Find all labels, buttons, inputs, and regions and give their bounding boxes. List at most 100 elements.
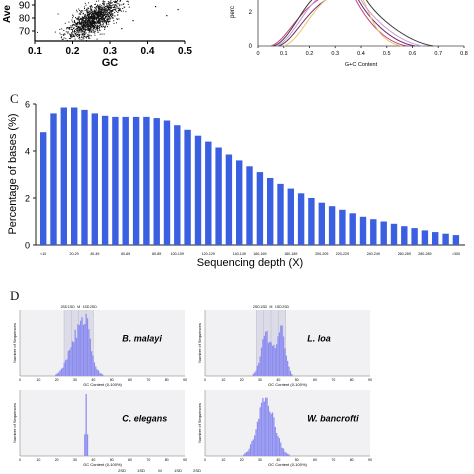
scatter-point [111, 5, 113, 7]
scatter-point [113, 9, 115, 11]
scatter-point [78, 35, 80, 36]
scatter-point [84, 27, 86, 29]
scatter-point [87, 16, 89, 18]
scatter-point [73, 35, 75, 37]
scatter-point [98, 5, 100, 7]
scatter-point [79, 18, 81, 20]
scatter-point [121, 28, 123, 30]
histogram-bar [262, 339, 264, 376]
scatter-point [85, 19, 87, 21]
y-tick-label: 2 [249, 10, 253, 16]
scatter-point [98, 13, 100, 15]
scatter-point [114, 12, 116, 13]
scatter-point [89, 16, 91, 18]
scatter-point [86, 35, 88, 37]
scatter-point [73, 22, 75, 24]
scatter-point [103, 4, 105, 6]
scatter-point [94, 17, 96, 19]
y-axis-label: perc [230, 6, 236, 18]
scatter-point [75, 22, 77, 24]
scatter-point [99, 6, 101, 8]
scatter-point [90, 5, 92, 6]
scatter-point [94, 14, 96, 16]
scatter-point [106, 24, 108, 26]
scatter-point [91, 29, 93, 31]
histogram-bar [277, 436, 279, 456]
scatter-point [96, 28, 98, 30]
scatter-point [67, 31, 69, 33]
scatter-point [85, 21, 87, 23]
scatter-point [68, 26, 70, 28]
scatter-point [93, 14, 95, 16]
scatter-point [95, 6, 97, 7]
scatter-point [109, 5, 111, 7]
histogram-bar [56, 373, 58, 376]
scatter-point [108, 6, 110, 8]
scatter-point [75, 25, 77, 27]
scatter-point [90, 15, 92, 17]
scatter-point [106, 14, 108, 16]
x-tick-label: 80 [165, 378, 169, 382]
scatter-point [88, 10, 90, 12]
scatter-point [110, 13, 112, 15]
scatter-point [65, 38, 67, 40]
scatter-point [91, 19, 93, 21]
scatter-point [91, 26, 93, 28]
density-chart: 2 0 perc 0 0.1 0.2 0.3 0.4 0.5 0.6 0.7 0.8 G+C Conte… [230, 0, 468, 68]
x-tick-label: 120-129 [202, 252, 215, 256]
scatter-point [70, 35, 72, 37]
scatter-point [96, 26, 98, 28]
scatter-point [74, 24, 76, 26]
scatter-point [92, 16, 94, 18]
x-tick-label: 80 [350, 458, 354, 462]
scatter-point [83, 35, 85, 37]
scatter-point [114, 6, 116, 8]
scatter-point [85, 19, 87, 20]
scatter-point [90, 6, 92, 8]
scatter-point [90, 19, 92, 21]
scatter-point [79, 24, 81, 26]
x-axis-label: Sequencing depth (X) [197, 257, 303, 269]
x-tick-label: 50 [295, 378, 299, 382]
scatter-point [110, 0, 112, 2]
scatter-point [111, 9, 113, 11]
scatter-point [104, 18, 106, 20]
scatter-point [105, 16, 107, 17]
histogram-bar [86, 434, 89, 456]
scatter-point [83, 38, 85, 40]
scatter-point [87, 26, 88, 28]
x-tick-label: 20 [240, 378, 244, 382]
scatter-point [87, 26, 89, 28]
scatter-point [90, 5, 92, 7]
scatter-point [78, 22, 80, 23]
histogram-bar [92, 355, 94, 376]
scatter-point [106, 20, 108, 22]
scatter-point [82, 30, 84, 32]
scatter-point [83, 14, 85, 16]
histogram-plot-area [205, 390, 370, 456]
scatter-point [119, 1, 121, 2]
scatter-point [123, 3, 125, 5]
scatter-point [96, 29, 98, 31]
scatter-point [98, 11, 100, 13]
histogram-bar [284, 348, 286, 376]
histogram-bar [278, 332, 281, 376]
bar [297, 193, 305, 245]
scatter-point [82, 20, 84, 22]
scatter-point [103, 20, 105, 22]
scatter-point [60, 34, 62, 36]
scatter-point [91, 31, 93, 33]
scatter-point [83, 22, 85, 24]
bar [215, 147, 222, 245]
scatter-point [84, 31, 85, 33]
species-label: W. bancrofti [307, 414, 359, 424]
scatter-point [89, 17, 91, 19]
x-tick-label: 90 [368, 378, 372, 382]
scatter-point [75, 32, 77, 34]
stat-label: 2SD [118, 468, 126, 473]
scatter-point [103, 10, 105, 12]
scatter-point [78, 31, 80, 33]
x-tick-label: 10 [221, 378, 225, 382]
scatter-point [79, 38, 81, 40]
scatter-point [87, 36, 89, 38]
